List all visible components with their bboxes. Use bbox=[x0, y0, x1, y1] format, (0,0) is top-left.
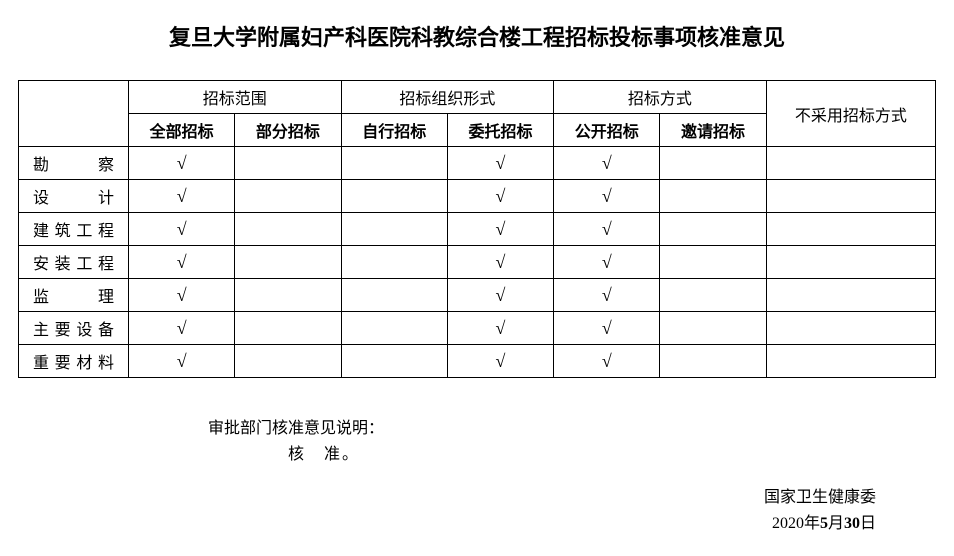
row-label: 安装工程 bbox=[19, 246, 129, 279]
approval-table: 招标范围 招标组织形式 招标方式 不采用招标方式 全部招标 部分招标 自行招标 … bbox=[18, 80, 936, 378]
table-row: 监理√√√ bbox=[19, 279, 936, 312]
row-label: 勘察 bbox=[19, 147, 129, 180]
cell bbox=[660, 312, 766, 345]
table-row: 安装工程√√√ bbox=[19, 246, 936, 279]
cell bbox=[341, 312, 447, 345]
cell bbox=[766, 279, 935, 312]
table-header-row-1: 招标范围 招标组织形式 招标方式 不采用招标方式 bbox=[19, 81, 936, 114]
cell bbox=[235, 246, 341, 279]
day: 30 bbox=[844, 515, 860, 532]
cell bbox=[766, 345, 935, 378]
cell: √ bbox=[129, 345, 235, 378]
cell: √ bbox=[447, 246, 553, 279]
table-body: 勘察√√√设计√√√建筑工程√√√安装工程√√√监理√√√主要设备√√√重要材料… bbox=[19, 147, 936, 378]
sub-header: 邀请招标 bbox=[660, 114, 766, 147]
cell bbox=[235, 213, 341, 246]
cell bbox=[660, 180, 766, 213]
cell: √ bbox=[129, 312, 235, 345]
cell bbox=[235, 147, 341, 180]
month: 5 bbox=[820, 515, 828, 532]
cell bbox=[341, 180, 447, 213]
cell bbox=[660, 147, 766, 180]
cell: √ bbox=[554, 213, 660, 246]
signature-org: 国家卫生健康委 bbox=[38, 485, 876, 511]
sub-header: 自行招标 bbox=[341, 114, 447, 147]
sub-header: 全部招标 bbox=[129, 114, 235, 147]
group-header-form: 招标组织形式 bbox=[341, 81, 554, 114]
cell: √ bbox=[554, 246, 660, 279]
cell: √ bbox=[129, 246, 235, 279]
table-row: 建筑工程√√√ bbox=[19, 213, 936, 246]
cell: √ bbox=[447, 279, 553, 312]
cell: √ bbox=[554, 180, 660, 213]
table-row: 重要材料√√√ bbox=[19, 345, 936, 378]
document-title: 复旦大学附属妇产科医院科教综合楼工程招标投标事项核准意见 bbox=[18, 20, 936, 52]
signature-date: 2020年5月30日 bbox=[38, 511, 876, 537]
cell: √ bbox=[554, 147, 660, 180]
cell bbox=[235, 312, 341, 345]
row-label: 监理 bbox=[19, 279, 129, 312]
cell bbox=[766, 180, 935, 213]
cell bbox=[341, 213, 447, 246]
cell: √ bbox=[129, 147, 235, 180]
cell: √ bbox=[554, 312, 660, 345]
cell bbox=[660, 345, 766, 378]
blank-corner-cell bbox=[19, 81, 129, 147]
sub-header: 部分招标 bbox=[235, 114, 341, 147]
month-suffix: 月 bbox=[828, 515, 844, 532]
cell bbox=[766, 213, 935, 246]
cell: √ bbox=[447, 345, 553, 378]
cell: √ bbox=[447, 180, 553, 213]
table-row: 勘察√√√ bbox=[19, 147, 936, 180]
cell: √ bbox=[129, 180, 235, 213]
cell bbox=[766, 246, 935, 279]
cell bbox=[341, 246, 447, 279]
cell: √ bbox=[447, 312, 553, 345]
cell: √ bbox=[554, 345, 660, 378]
row-label: 主要设备 bbox=[19, 312, 129, 345]
cell bbox=[660, 246, 766, 279]
signature-block: 国家卫生健康委 2020年5月30日 bbox=[38, 485, 876, 536]
year-suffix: 年 bbox=[804, 515, 820, 532]
cell: √ bbox=[447, 213, 553, 246]
table-row: 设计√√√ bbox=[19, 180, 936, 213]
approval-line-2: 核 准。 bbox=[288, 442, 916, 468]
row-label: 设计 bbox=[19, 180, 129, 213]
cell: √ bbox=[447, 147, 553, 180]
cell bbox=[660, 213, 766, 246]
cell bbox=[660, 279, 766, 312]
row-label: 建筑工程 bbox=[19, 213, 129, 246]
cell: √ bbox=[129, 213, 235, 246]
cell bbox=[766, 147, 935, 180]
approval-text: 审批部门核准意见说明： 核 准。 bbox=[208, 416, 916, 467]
cell bbox=[341, 345, 447, 378]
group-header-scope: 招标范围 bbox=[129, 81, 342, 114]
cell bbox=[341, 279, 447, 312]
approval-line-1: 审批部门核准意见说明： bbox=[208, 416, 916, 442]
cell bbox=[766, 312, 935, 345]
cell bbox=[235, 180, 341, 213]
sub-header: 公开招标 bbox=[554, 114, 660, 147]
group-header-none: 不采用招标方式 bbox=[766, 81, 935, 147]
cell bbox=[341, 147, 447, 180]
footer-area: 审批部门核准意见说明： 核 准。 国家卫生健康委 2020年5月30日 bbox=[18, 416, 936, 536]
group-header-method: 招标方式 bbox=[554, 81, 767, 114]
table-row: 主要设备√√√ bbox=[19, 312, 936, 345]
row-label: 重要材料 bbox=[19, 345, 129, 378]
cell bbox=[235, 345, 341, 378]
day-suffix: 日 bbox=[860, 515, 876, 532]
year: 2020 bbox=[772, 515, 804, 532]
sub-header: 委托招标 bbox=[447, 114, 553, 147]
cell: √ bbox=[554, 279, 660, 312]
cell: √ bbox=[129, 279, 235, 312]
cell bbox=[235, 279, 341, 312]
